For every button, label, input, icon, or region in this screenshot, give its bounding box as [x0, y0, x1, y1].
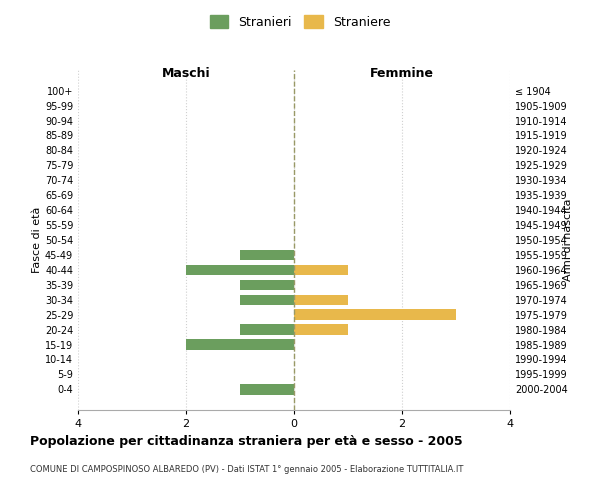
Text: Femmine: Femmine	[370, 67, 434, 80]
Y-axis label: Anni di nascita: Anni di nascita	[563, 198, 573, 281]
Bar	[294, 324, 348, 335]
Bar	[240, 324, 294, 335]
Text: COMUNE DI CAMPOSPINOSO ALBAREDO (PV) - Dati ISTAT 1° gennaio 2005 - Elaborazione: COMUNE DI CAMPOSPINOSO ALBAREDO (PV) - D…	[30, 465, 463, 474]
Bar	[240, 280, 294, 290]
Bar	[186, 340, 294, 349]
Text: Popolazione per cittadinanza straniera per età e sesso - 2005: Popolazione per cittadinanza straniera p…	[30, 435, 463, 448]
Bar	[294, 294, 348, 305]
Y-axis label: Fasce di età: Fasce di età	[32, 207, 42, 273]
Bar	[240, 250, 294, 260]
Bar	[294, 310, 456, 320]
Legend: Stranieri, Straniere: Stranieri, Straniere	[206, 11, 394, 32]
Bar	[240, 294, 294, 305]
Text: Maschi: Maschi	[161, 67, 211, 80]
Bar	[240, 384, 294, 394]
Bar	[186, 264, 294, 275]
Bar	[294, 264, 348, 275]
